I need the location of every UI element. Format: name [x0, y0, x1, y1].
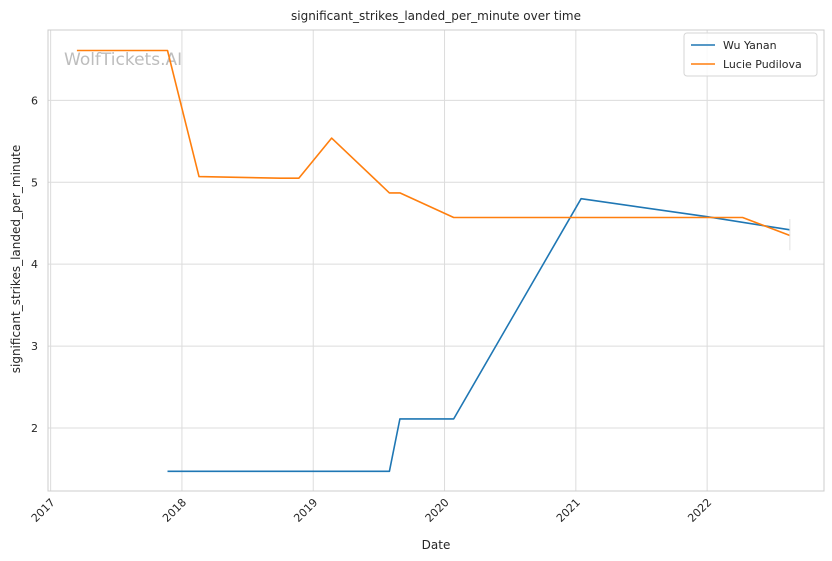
y-tick-label: 4	[31, 258, 38, 271]
x-tick-label: 2018	[160, 496, 189, 525]
x-axis-label: Date	[422, 538, 451, 552]
y-tick-label: 2	[31, 422, 38, 435]
watermark: WolfTickets.AI	[64, 50, 182, 70]
series-line-lucie-pudilova	[76, 49, 791, 237]
y-tick-label: 5	[31, 176, 38, 189]
y-axis-label: significant_strikes_landed_per_minute	[9, 145, 23, 374]
x-tick-label: 2017	[29, 496, 58, 525]
x-tick-label: 2020	[423, 496, 452, 525]
x-tick-label: 2019	[291, 496, 320, 525]
plot-frame	[47, 29, 825, 492]
legend-box	[683, 32, 818, 77]
x-tick-labels: 2017 2018 2019 2020 2021 2022	[29, 496, 715, 525]
grid	[48, 30, 824, 491]
legend-label-lucie-pudilova: Lucie Pudilova	[723, 58, 802, 71]
legend: Wu Yanan Lucie Pudilova	[683, 32, 818, 77]
series-line-wu-yanan	[167, 197, 791, 473]
y-tick-labels: 2 3 4 5 6	[31, 94, 38, 435]
y-tick-label: 6	[31, 94, 38, 107]
x-tick-label: 2022	[685, 496, 714, 525]
y-tick-label: 3	[31, 340, 38, 353]
legend-label-wu-yanan: Wu Yanan	[723, 39, 777, 52]
x-tick-label: 2021	[554, 496, 583, 525]
chart-title: significant_strikes_landed_per_minute ov…	[291, 9, 581, 23]
series-layer	[76, 49, 791, 473]
